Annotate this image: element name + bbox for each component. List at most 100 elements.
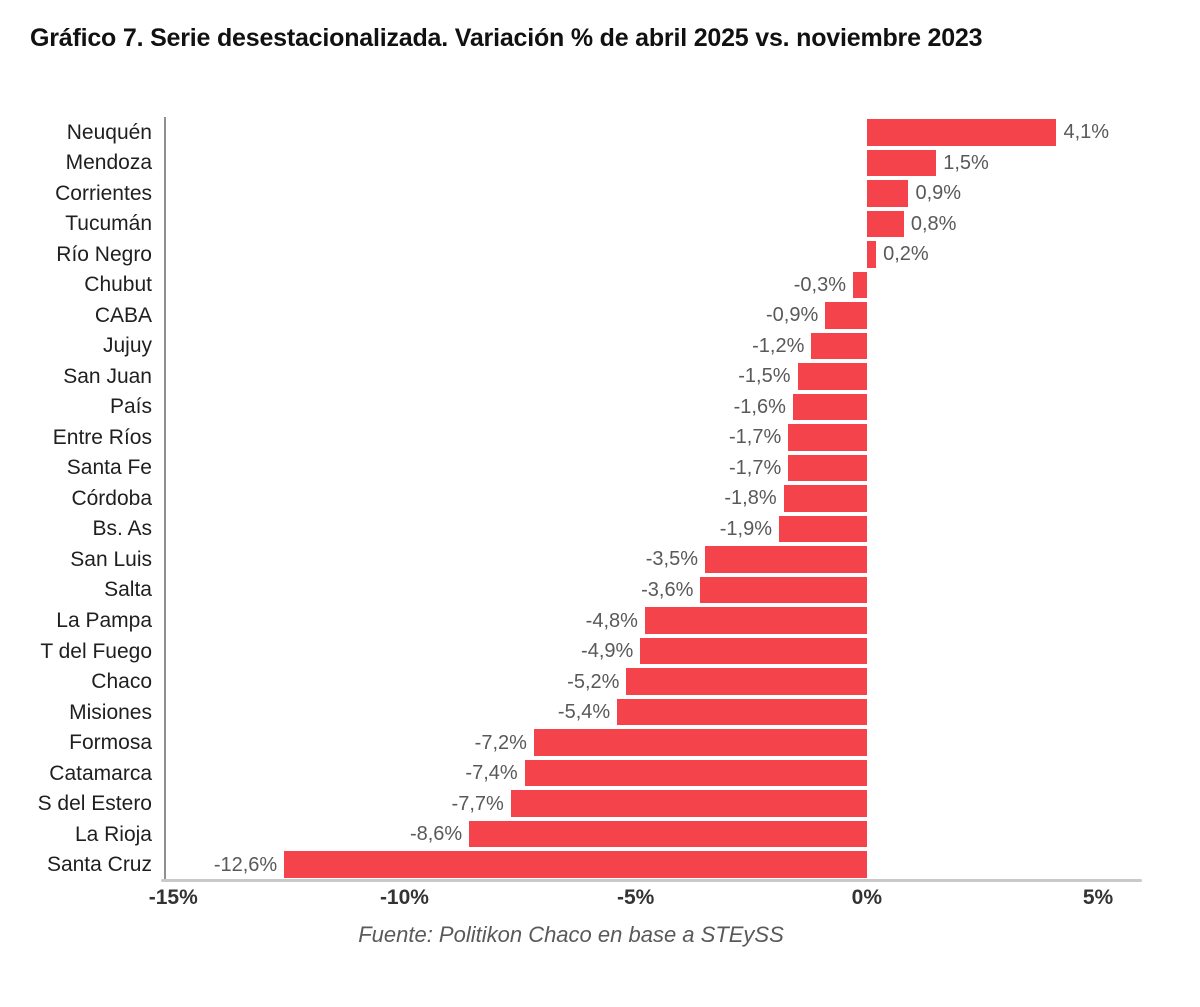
x-axis-ticks: -15% -10% -5% 0% 5%	[149, 886, 1142, 912]
bar	[284, 851, 867, 878]
bar	[644, 607, 867, 634]
bar-track: -12,6%	[164, 849, 1142, 880]
category-label: La Rioja	[74, 822, 152, 846]
bar-track: -1,7%	[164, 422, 1142, 453]
value-label: -1,7%	[729, 456, 782, 479]
bar	[705, 546, 867, 573]
category-label: Chaco	[91, 670, 152, 694]
category-label: Salta	[104, 578, 152, 602]
bar	[788, 454, 867, 482]
bar-track: -0,3%	[164, 270, 1142, 301]
bar	[626, 668, 867, 695]
bar	[469, 820, 867, 848]
bar-track: -1,7%	[164, 453, 1142, 484]
category-label: Chubut	[84, 273, 152, 297]
bar	[640, 637, 867, 665]
bar-row: Santa Fe -1,7%	[0, 453, 1142, 484]
bar-row: Corrientes 0,9%	[0, 178, 1142, 209]
bar-track: -1,2%	[164, 331, 1142, 362]
category-label: Santa Fe	[66, 456, 152, 480]
category-label: Tucumán	[65, 212, 152, 236]
bar-track: -3,5%	[164, 544, 1142, 575]
bar-track: -7,2%	[164, 727, 1142, 758]
bar-track: -1,9%	[164, 514, 1142, 545]
bar-row: San Luis -3,5%	[0, 544, 1142, 575]
bar	[866, 119, 1057, 146]
value-label: -12,6%	[213, 853, 278, 876]
value-label: -7,4%	[465, 762, 518, 785]
bar	[533, 729, 867, 756]
bar-track: -1,6%	[164, 392, 1142, 423]
bar-track: 0,2%	[164, 239, 1142, 270]
value-label: -0,3%	[793, 273, 846, 296]
bar	[779, 515, 867, 543]
x-axis-tick-label: -15%	[148, 886, 198, 909]
category-label: Catamarca	[49, 761, 152, 785]
bar-track: -7,4%	[164, 758, 1142, 789]
bar-row: Catamarca -7,4%	[0, 758, 1142, 789]
bar	[866, 210, 904, 238]
value-label: -1,5%	[738, 365, 791, 388]
category-label: CABA	[94, 303, 152, 327]
bar-track: -1,8%	[164, 483, 1142, 514]
category-label: Entre Ríos	[52, 425, 152, 449]
bar-track: -3,6%	[164, 575, 1142, 606]
value-label: -1,8%	[724, 487, 777, 510]
bar-row: Neuquén 4,1%	[0, 117, 1142, 148]
x-axis-tick-label: 5%	[1082, 886, 1114, 909]
value-label: 0,9%	[915, 182, 962, 205]
value-label: -1,9%	[719, 517, 772, 540]
bar	[617, 698, 867, 726]
bar	[788, 424, 867, 451]
plot-area: Neuquén 4,1% Mendoza 1,5% Corrientes 0,9% Tucu…	[0, 117, 1142, 882]
value-label: -0,9%	[765, 304, 819, 327]
bar-rows: Neuquén 4,1% Mendoza 1,5% Corrientes 0,9% Tucu…	[0, 117, 1142, 880]
category-label: San Juan	[63, 364, 152, 388]
category-label: Neuquén	[66, 120, 152, 144]
bar-row: Santa Cruz -12,6%	[0, 849, 1142, 880]
x-axis-tick-label: -10%	[379, 886, 429, 909]
bar	[792, 393, 867, 421]
category-label: T del Fuego	[40, 639, 152, 663]
value-label: -3,5%	[645, 548, 699, 571]
category-label: San Luis	[70, 547, 152, 571]
bar-row: Chaco -5,2%	[0, 666, 1142, 697]
bar-track: -5,4%	[164, 697, 1142, 728]
category-label: S del Estero	[37, 792, 152, 816]
category-label: Misiones	[69, 700, 152, 724]
category-label: Córdoba	[71, 486, 152, 510]
bar	[510, 790, 867, 817]
bar	[700, 576, 867, 604]
bar-track: -8,6%	[164, 819, 1142, 850]
source-caption: Fuente: Politikon Chaco en base a STEySS	[358, 922, 784, 947]
bar-row: Chubut -0,3%	[0, 270, 1142, 301]
bar	[783, 485, 867, 512]
value-label: -7,7%	[451, 792, 504, 815]
category-label: Santa Cruz	[46, 853, 152, 877]
bar-track: 0,8%	[164, 209, 1142, 240]
value-label: 4,1%	[1063, 121, 1110, 144]
x-axis-tick-label: 0%	[851, 886, 883, 909]
bar-row: Córdoba -1,8%	[0, 483, 1142, 514]
y-axis-line	[164, 117, 166, 880]
bar-row: Bs. As -1,9%	[0, 514, 1142, 545]
bar-row: T del Fuego -4,9%	[0, 636, 1142, 667]
bar-track: -0,9%	[164, 300, 1142, 331]
bar	[825, 302, 867, 329]
value-label: -7,2%	[474, 731, 527, 754]
category-label: Bs. As	[92, 517, 152, 541]
category-label: Formosa	[69, 731, 152, 755]
x-axis-line	[161, 879, 1142, 882]
value-label: -3,6%	[641, 578, 694, 601]
value-label: 0,8%	[910, 212, 957, 235]
value-label: -4,9%	[581, 640, 634, 663]
bar-track: -4,8%	[164, 605, 1142, 636]
category-label: País	[109, 395, 152, 419]
bar	[866, 241, 877, 268]
category-label: Río Negro	[56, 242, 152, 266]
bar-row: Jujuy -1,2%	[0, 331, 1142, 362]
value-label: -1,6%	[733, 395, 786, 418]
bar-row: La Pampa -4,8%	[0, 605, 1142, 636]
bar-row: Salta -3,6%	[0, 575, 1142, 606]
bar-row: La Rioja -8,6%	[0, 819, 1142, 850]
